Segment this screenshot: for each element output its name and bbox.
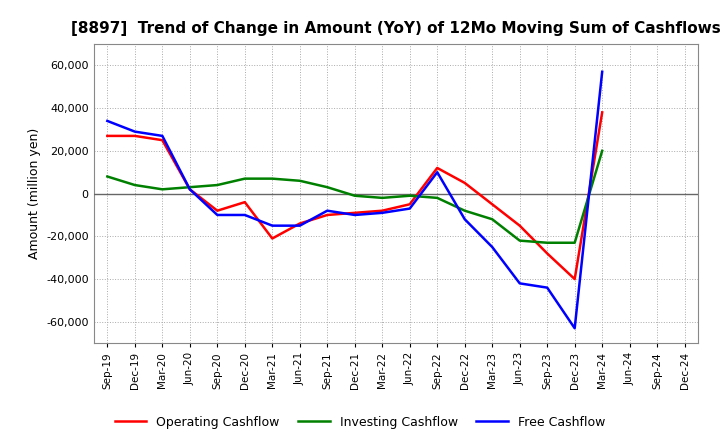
Investing Cashflow <box>186 184 194 190</box>
Free Cashflow <box>570 326 579 331</box>
Free Cashflow <box>351 213 359 218</box>
Free Cashflow <box>598 69 606 74</box>
Line: Free Cashflow: Free Cashflow <box>107 72 602 328</box>
Operating Cashflow <box>460 180 469 186</box>
Operating Cashflow <box>405 202 414 207</box>
Operating Cashflow <box>268 236 276 241</box>
Investing Cashflow <box>543 240 552 246</box>
Investing Cashflow <box>405 193 414 198</box>
Free Cashflow <box>543 285 552 290</box>
Line: Operating Cashflow: Operating Cashflow <box>107 112 602 279</box>
Free Cashflow <box>433 169 441 175</box>
Free Cashflow <box>130 129 139 134</box>
Free Cashflow <box>295 223 304 228</box>
Investing Cashflow <box>103 174 112 179</box>
Operating Cashflow <box>543 251 552 256</box>
Operating Cashflow <box>213 208 222 213</box>
Free Cashflow <box>460 216 469 222</box>
Investing Cashflow <box>158 187 166 192</box>
Investing Cashflow <box>295 178 304 183</box>
Free Cashflow <box>323 208 332 213</box>
Operating Cashflow <box>130 133 139 139</box>
Investing Cashflow <box>240 176 249 181</box>
Legend: Operating Cashflow, Investing Cashflow, Free Cashflow: Operating Cashflow, Investing Cashflow, … <box>110 411 610 434</box>
Operating Cashflow <box>351 210 359 216</box>
Investing Cashflow <box>433 195 441 201</box>
Operating Cashflow <box>323 213 332 218</box>
Investing Cashflow <box>268 176 276 181</box>
Free Cashflow <box>488 244 497 249</box>
Free Cashflow <box>268 223 276 228</box>
Operating Cashflow <box>186 187 194 192</box>
Investing Cashflow <box>516 238 524 243</box>
Investing Cashflow <box>378 195 387 201</box>
Operating Cashflow <box>378 208 387 213</box>
Investing Cashflow <box>598 148 606 154</box>
Investing Cashflow <box>130 183 139 188</box>
Y-axis label: Amount (million yen): Amount (million yen) <box>27 128 40 259</box>
Operating Cashflow <box>516 223 524 228</box>
Free Cashflow <box>186 187 194 192</box>
Line: Investing Cashflow: Investing Cashflow <box>107 151 602 243</box>
Free Cashflow <box>516 281 524 286</box>
Investing Cashflow <box>488 216 497 222</box>
Free Cashflow <box>158 133 166 139</box>
Investing Cashflow <box>213 183 222 188</box>
Operating Cashflow <box>295 221 304 226</box>
Operating Cashflow <box>488 202 497 207</box>
Operating Cashflow <box>240 199 249 205</box>
Free Cashflow <box>103 118 112 124</box>
Operating Cashflow <box>570 276 579 282</box>
Operating Cashflow <box>103 133 112 139</box>
Free Cashflow <box>213 213 222 218</box>
Operating Cashflow <box>598 110 606 115</box>
Investing Cashflow <box>323 184 332 190</box>
Operating Cashflow <box>158 138 166 143</box>
Investing Cashflow <box>570 240 579 246</box>
Operating Cashflow <box>433 165 441 171</box>
Free Cashflow <box>240 213 249 218</box>
Free Cashflow <box>405 206 414 211</box>
Free Cashflow <box>378 210 387 216</box>
Investing Cashflow <box>351 193 359 198</box>
Investing Cashflow <box>460 208 469 213</box>
Title: [8897]  Trend of Change in Amount (YoY) of 12Mo Moving Sum of Cashflows: [8897] Trend of Change in Amount (YoY) o… <box>71 21 720 36</box>
